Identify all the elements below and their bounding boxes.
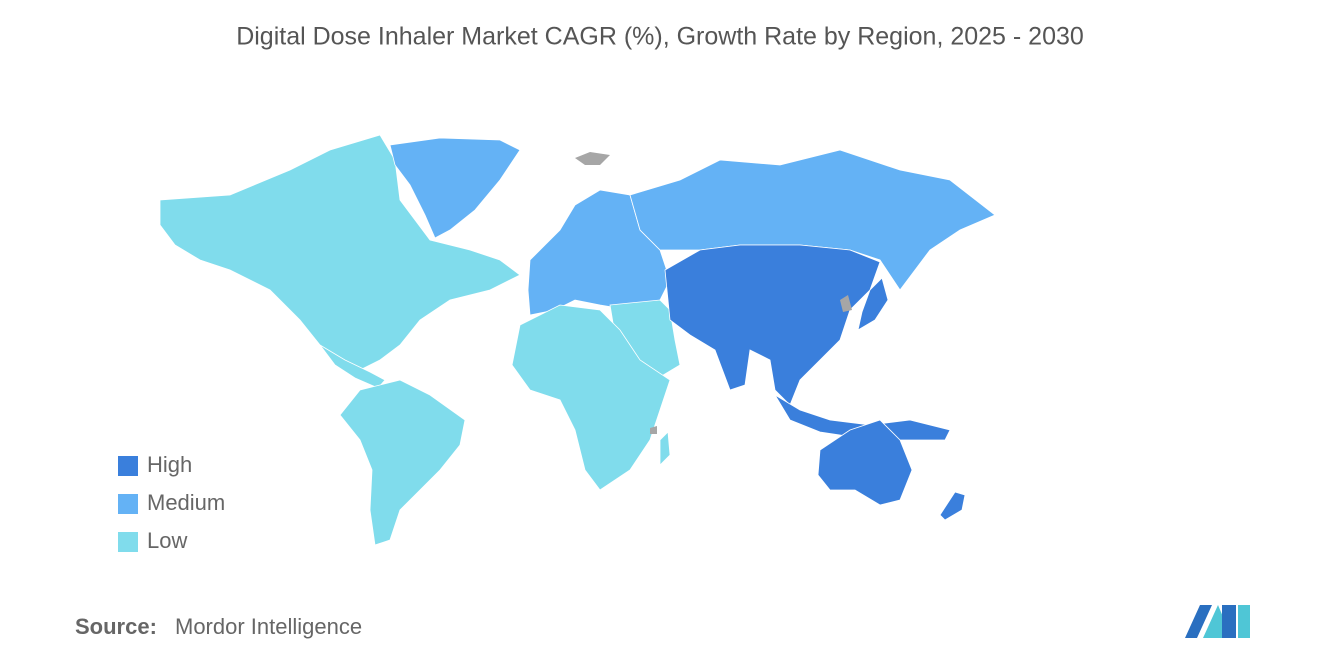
legend-swatch — [118, 494, 138, 514]
chart-title: Digital Dose Inhaler Market CAGR (%), Gr… — [236, 23, 1084, 51]
new-zealand — [939, 491, 966, 521]
source-text: Mordor Intelligence — [175, 614, 362, 639]
asia — [664, 244, 881, 406]
source-label: Source: — [75, 614, 157, 639]
legend: High Medium Low — [118, 452, 225, 553]
no-data-comoros — [650, 426, 657, 434]
world-map — [159, 134, 996, 546]
no-data-korea — [840, 295, 852, 312]
greenland — [389, 137, 521, 239]
legend-label: High — [147, 452, 192, 477]
legend-label: Low — [147, 528, 187, 553]
legend-label: Medium — [147, 490, 225, 515]
australia — [817, 419, 913, 506]
africa — [511, 304, 671, 491]
legend-swatch — [118, 532, 138, 552]
legend-swatch — [118, 456, 138, 476]
madagascar — [659, 431, 671, 466]
south-america — [339, 379, 466, 546]
logo — [1185, 605, 1250, 638]
japan — [857, 277, 889, 331]
central-america — [319, 344, 386, 389]
north-america — [159, 134, 521, 371]
southeast-asia — [774, 394, 951, 441]
no-data-svalbard — [575, 152, 610, 165]
